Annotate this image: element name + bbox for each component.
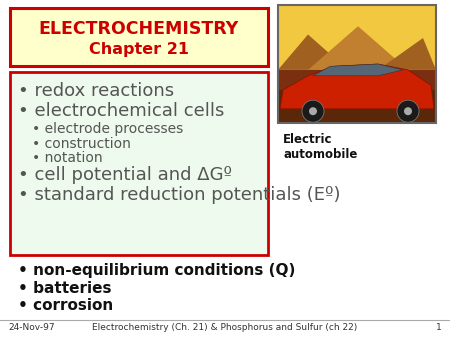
Polygon shape	[280, 64, 434, 109]
Text: • batteries: • batteries	[18, 281, 112, 296]
Text: Electric
automobile: Electric automobile	[283, 133, 357, 161]
Text: • construction: • construction	[32, 137, 131, 151]
Text: • cell potential and ΔGº: • cell potential and ΔGº	[18, 166, 232, 184]
FancyBboxPatch shape	[10, 72, 268, 255]
Text: • redox reactions: • redox reactions	[18, 82, 174, 100]
Text: • corrosion: • corrosion	[18, 298, 113, 313]
Text: • notation: • notation	[32, 151, 103, 165]
Polygon shape	[278, 34, 348, 70]
Text: • electrochemical cells: • electrochemical cells	[18, 102, 225, 120]
Circle shape	[302, 100, 324, 122]
Text: • standard reduction potentials (Eº): • standard reduction potentials (Eº)	[18, 186, 341, 204]
Text: • non-equilibrium conditions (Q): • non-equilibrium conditions (Q)	[18, 263, 295, 278]
Polygon shape	[313, 64, 403, 76]
Text: Chapter 21: Chapter 21	[89, 42, 189, 57]
FancyBboxPatch shape	[10, 8, 268, 66]
FancyBboxPatch shape	[278, 70, 436, 123]
Text: Electrochemistry (Ch. 21) & Phosphorus and Sulfur (ch 22): Electrochemistry (Ch. 21) & Phosphorus a…	[92, 323, 358, 332]
Circle shape	[309, 107, 317, 115]
FancyBboxPatch shape	[278, 90, 436, 123]
Text: 24-Nov-97: 24-Nov-97	[8, 323, 54, 332]
Polygon shape	[308, 26, 408, 70]
FancyBboxPatch shape	[278, 5, 436, 70]
Text: 1: 1	[436, 323, 442, 332]
Circle shape	[404, 107, 412, 115]
Text: ELECTROCHEMISTRY: ELECTROCHEMISTRY	[39, 20, 239, 38]
Polygon shape	[378, 38, 436, 70]
Circle shape	[397, 100, 419, 122]
Text: • electrode processes: • electrode processes	[32, 122, 183, 136]
